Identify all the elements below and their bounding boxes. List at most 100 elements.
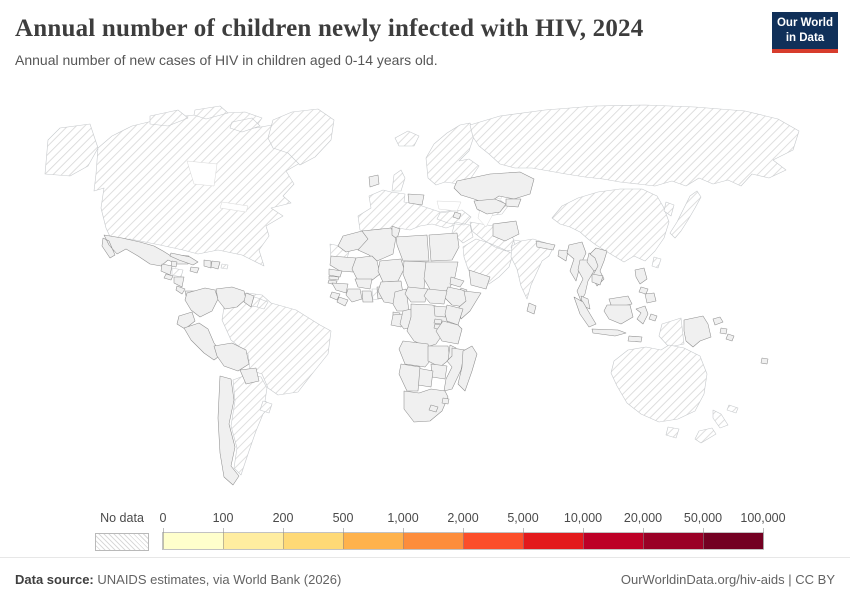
legend-segment[interactable]: [703, 533, 763, 549]
country-ecuador[interactable]: [176, 311, 196, 330]
country-namibia[interactable]: [398, 363, 421, 392]
country-new-zealand[interactable]: [694, 409, 729, 444]
country-taiwan[interactable]: [651, 256, 662, 269]
country-philippines[interactable]: [634, 267, 657, 304]
country-belize[interactable]: [170, 260, 178, 268]
country-french-guiana[interactable]: [256, 298, 269, 310]
country-haiti[interactable]: [203, 259, 212, 269]
country-liberia[interactable]: [336, 296, 349, 307]
country-middle-east[interactable]: [436, 199, 530, 285]
country-scandinavia[interactable]: [425, 122, 480, 186]
country-solomon-islands[interactable]: [725, 333, 735, 342]
country-argentina[interactable]: [230, 373, 272, 476]
country-central-african-republic[interactable]: [404, 286, 429, 303]
country-chile[interactable]: [217, 375, 240, 486]
country-nicaragua[interactable]: [173, 276, 185, 288]
country-bolivia[interactable]: [213, 342, 250, 372]
country-burkina-faso[interactable]: [354, 278, 373, 290]
country-greenland[interactable]: [267, 108, 335, 166]
country-kenya[interactable]: [444, 304, 464, 326]
country-eswatini[interactable]: [441, 397, 450, 405]
legend-segment[interactable]: [343, 533, 403, 549]
country-colombia[interactable]: [184, 287, 219, 318]
country-sierra-leone[interactable]: [329, 291, 341, 301]
country-ghana[interactable]: [361, 290, 374, 303]
country-sudan[interactable]: [423, 261, 459, 292]
country-united-kingdom[interactable]: [391, 169, 406, 192]
country-south-sudan[interactable]: [423, 288, 448, 305]
country-alaska[interactable]: [44, 123, 99, 177]
owid-logo[interactable]: Our World in Data: [772, 12, 838, 53]
country-rwanda[interactable]: [433, 318, 443, 325]
country-nepal[interactable]: [535, 240, 556, 251]
country-egypt[interactable]: [428, 232, 460, 262]
country-myanmar[interactable]: [566, 241, 587, 282]
country-western-new-guinea[interactable]: [658, 317, 685, 348]
country-bangladesh[interactable]: [557, 249, 569, 262]
country-cuba[interactable]: [169, 252, 199, 266]
country-guatemala[interactable]: [160, 263, 173, 276]
country-iceland[interactable]: [394, 130, 420, 147]
country-zambia[interactable]: [427, 345, 451, 368]
country-guinea[interactable]: [331, 282, 349, 294]
country-el-salvador[interactable]: [163, 273, 174, 281]
legend-segment[interactable]: [283, 533, 343, 549]
legend-segment[interactable]: [403, 533, 463, 549]
country-kyrgyzstan[interactable]: [505, 198, 522, 208]
country-madagascar[interactable]: [457, 345, 478, 392]
country-europe[interactable]: [357, 189, 463, 235]
legend-no-data-swatch[interactable]: [95, 533, 149, 551]
country-sri-lanka[interactable]: [526, 302, 537, 315]
country-tanzania[interactable]: [435, 320, 463, 345]
legend-segment[interactable]: [643, 533, 703, 549]
country-mexico[interactable]: [101, 234, 190, 267]
country-romania[interactable]: [407, 193, 425, 206]
country-mali[interactable]: [351, 255, 381, 282]
country-mauritania[interactable]: [329, 255, 357, 273]
country-puerto-rico[interactable]: [220, 263, 229, 270]
country-somalia[interactable]: [458, 290, 482, 320]
country-libya[interactable]: [395, 234, 430, 262]
country-eritrea[interactable]: [449, 276, 465, 288]
country-kazakhstan[interactable]: [453, 171, 535, 205]
country-tasmania[interactable]: [665, 426, 680, 439]
country-jamaica[interactable]: [189, 266, 200, 274]
country-costa-rica[interactable]: [175, 285, 186, 295]
country-guyana[interactable]: [243, 292, 255, 308]
country-chad[interactable]: [402, 260, 427, 290]
country-afghanistan[interactable]: [492, 220, 520, 242]
country-cambodia[interactable]: [591, 273, 604, 286]
country-uganda[interactable]: [433, 305, 448, 318]
country-niger[interactable]: [377, 258, 405, 283]
country-india[interactable]: [510, 238, 554, 300]
country-fiji[interactable]: [760, 357, 769, 365]
country-china-mongolia[interactable]: [551, 188, 670, 263]
country-uzbekistan[interactable]: [473, 198, 507, 215]
legend-segment[interactable]: [163, 533, 223, 549]
country-senegal[interactable]: [328, 268, 343, 278]
country-venezuela[interactable]: [215, 286, 247, 310]
country-uruguay[interactable]: [259, 400, 273, 414]
country-algeria[interactable]: [357, 227, 397, 262]
credit-link[interactable]: OurWorldinData.org/hiv-aids | CC BY: [620, 571, 835, 587]
country-papua-new-guinea[interactable]: [683, 315, 728, 348]
country-zimbabwe[interactable]: [430, 363, 448, 380]
country-new-caledonia[interactable]: [726, 404, 739, 414]
country-gambia[interactable]: [328, 275, 340, 281]
legend-segment[interactable]: [583, 533, 643, 549]
country-paraguay[interactable]: [239, 367, 260, 385]
country-south-korea[interactable]: [663, 201, 675, 217]
country-honduras[interactable]: [171, 267, 184, 278]
country-armenia[interactable]: [452, 211, 462, 220]
country-australia[interactable]: [610, 344, 708, 423]
country-lesotho[interactable]: [428, 404, 439, 413]
country-arctic-islands[interactable]: [149, 105, 261, 133]
country-dominican-republic[interactable]: [210, 260, 221, 270]
country-ireland[interactable]: [368, 174, 380, 188]
country-indonesia[interactable]: [573, 296, 658, 343]
legend-segment[interactable]: [223, 533, 283, 549]
country-angola[interactable]: [398, 340, 431, 368]
country-japan[interactable]: [669, 190, 702, 239]
country-yemen[interactable]: [468, 269, 491, 290]
legend-segment[interactable]: [523, 533, 583, 549]
